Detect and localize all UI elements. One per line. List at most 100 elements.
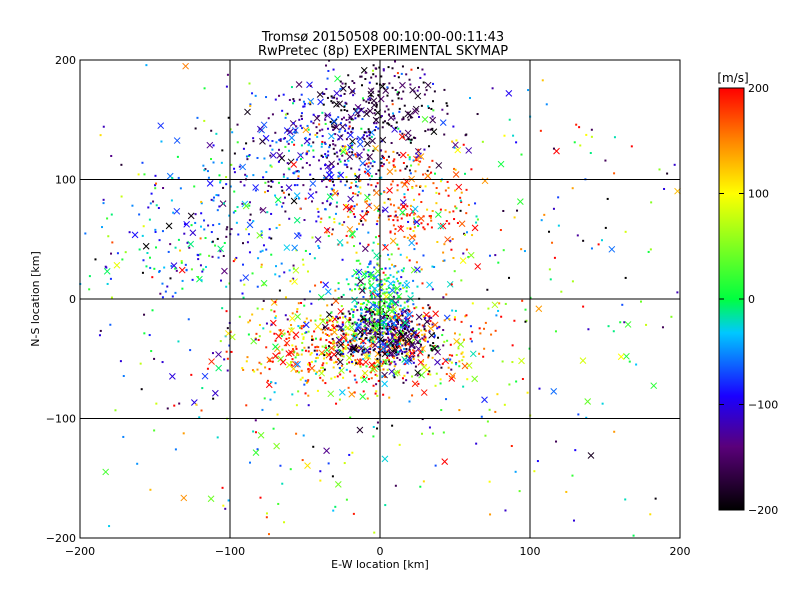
data-point bbox=[384, 359, 387, 362]
data-point bbox=[450, 248, 453, 251]
data-point bbox=[343, 163, 346, 166]
data-point bbox=[320, 328, 323, 331]
data-point-x bbox=[334, 349, 342, 357]
data-point bbox=[367, 328, 370, 331]
data-point bbox=[452, 257, 455, 260]
data-point bbox=[437, 346, 440, 349]
data-point bbox=[319, 338, 322, 341]
data-point bbox=[380, 157, 383, 160]
data-point bbox=[365, 109, 368, 112]
data-point bbox=[458, 360, 461, 363]
data-point bbox=[367, 332, 370, 335]
data-point bbox=[279, 139, 282, 142]
data-point bbox=[428, 145, 431, 148]
data-point bbox=[359, 365, 362, 368]
data-point bbox=[221, 149, 224, 152]
data-point bbox=[315, 191, 318, 194]
data-point bbox=[460, 352, 463, 355]
data-point bbox=[190, 373, 193, 376]
data-point bbox=[471, 234, 474, 237]
data-point bbox=[378, 283, 381, 286]
data-point bbox=[390, 183, 393, 186]
data-point bbox=[288, 98, 291, 101]
data-point bbox=[381, 283, 384, 286]
data-point-x bbox=[207, 495, 215, 503]
data-point bbox=[314, 337, 317, 340]
data-point bbox=[335, 151, 338, 154]
data-point bbox=[387, 332, 390, 335]
data-point bbox=[349, 341, 352, 344]
data-point bbox=[265, 171, 268, 174]
data-point bbox=[195, 403, 198, 406]
data-point bbox=[334, 133, 337, 136]
data-point bbox=[320, 281, 323, 284]
data-point bbox=[361, 210, 364, 213]
data-point-x bbox=[452, 141, 459, 149]
data-point bbox=[348, 116, 351, 119]
data-point bbox=[363, 163, 366, 166]
data-point bbox=[328, 335, 331, 338]
data-point bbox=[360, 341, 363, 344]
data-point bbox=[336, 321, 339, 324]
data-point bbox=[331, 337, 334, 340]
data-point bbox=[296, 310, 299, 313]
data-point bbox=[370, 76, 373, 79]
data-point bbox=[394, 303, 397, 306]
data-point bbox=[258, 323, 261, 326]
data-point bbox=[297, 302, 300, 305]
data-point bbox=[384, 338, 387, 341]
data-point bbox=[359, 306, 362, 309]
data-point bbox=[278, 138, 281, 141]
data-point bbox=[388, 308, 391, 311]
data-point-x bbox=[142, 242, 150, 250]
data-point bbox=[391, 86, 394, 89]
data-point bbox=[431, 100, 434, 103]
data-point bbox=[386, 331, 389, 334]
data-point bbox=[373, 336, 376, 339]
data-point bbox=[373, 313, 376, 316]
data-point-x bbox=[278, 329, 285, 336]
data-point-x bbox=[461, 362, 469, 370]
data-point bbox=[331, 180, 334, 183]
data-point bbox=[428, 426, 431, 429]
data-point bbox=[508, 276, 511, 279]
data-point bbox=[415, 159, 418, 162]
data-point bbox=[372, 349, 375, 352]
data-point-x bbox=[420, 389, 428, 396]
data-point-x bbox=[414, 92, 422, 100]
data-point bbox=[228, 214, 231, 217]
data-point-x bbox=[113, 261, 121, 269]
data-point-x bbox=[330, 118, 338, 126]
data-point bbox=[330, 358, 333, 361]
data-point bbox=[344, 82, 347, 85]
data-point bbox=[400, 72, 403, 75]
data-point bbox=[367, 211, 370, 214]
data-point bbox=[251, 369, 254, 372]
data-point bbox=[423, 93, 426, 96]
data-point bbox=[346, 362, 349, 365]
data-point bbox=[442, 251, 445, 254]
data-point bbox=[647, 250, 650, 253]
data-point bbox=[390, 253, 393, 256]
data-point bbox=[325, 352, 328, 355]
data-point bbox=[382, 83, 385, 86]
data-point bbox=[314, 372, 317, 375]
data-point bbox=[379, 295, 382, 298]
data-point-x bbox=[411, 380, 419, 388]
data-point bbox=[361, 334, 364, 337]
data-point bbox=[387, 253, 390, 256]
data-point bbox=[430, 226, 433, 229]
data-point-x bbox=[208, 358, 215, 365]
data-point bbox=[400, 217, 403, 220]
data-point bbox=[392, 326, 395, 329]
data-point bbox=[443, 340, 446, 343]
data-point bbox=[552, 147, 555, 150]
data-point bbox=[305, 161, 308, 164]
y-tick-label: 100 bbox=[55, 174, 76, 187]
data-point bbox=[421, 418, 424, 421]
data-point bbox=[367, 351, 370, 354]
data-point bbox=[207, 176, 210, 179]
data-point bbox=[416, 89, 419, 92]
data-point bbox=[341, 343, 344, 346]
data-point bbox=[111, 241, 114, 244]
